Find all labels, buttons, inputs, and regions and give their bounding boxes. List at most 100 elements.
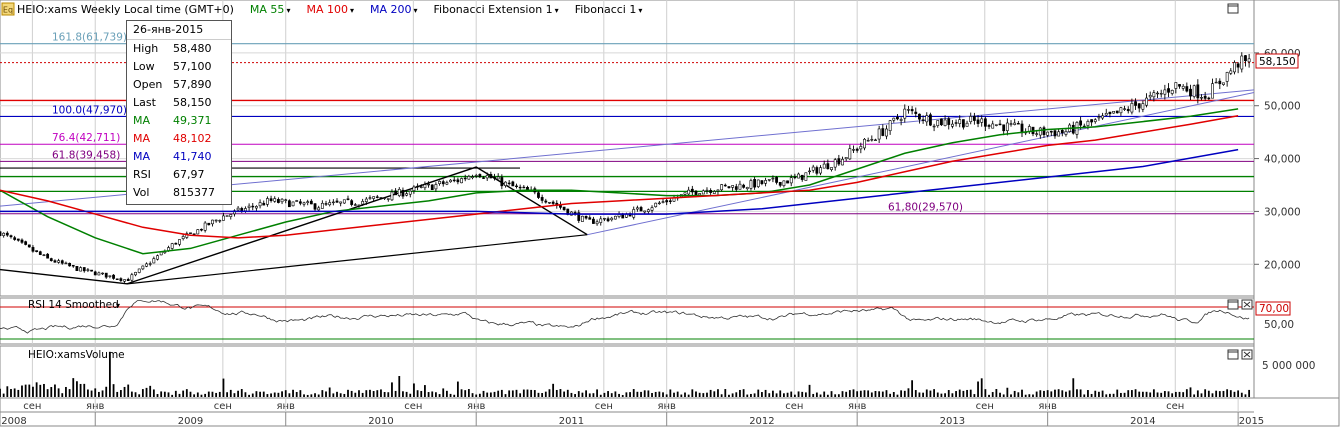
volume-bar — [61, 393, 64, 397]
price-candle — [456, 177, 460, 185]
price-candle — [562, 206, 566, 211]
price-candle — [976, 115, 980, 128]
header-indicator-dropdown-icon[interactable]: ▾ — [638, 6, 642, 15]
price-candle — [35, 250, 39, 253]
header-indicators[interactable]: HEIO:xams Weekly Local time (GMT+0) MA 55… — [17, 3, 642, 16]
price-candle — [874, 138, 877, 141]
volume-bar — [244, 392, 247, 397]
volume-bar — [775, 393, 778, 397]
price-candle — [599, 216, 603, 226]
volume-panel-maximize-button[interactable] — [1227, 349, 1239, 360]
volume-bar — [108, 351, 111, 397]
volume-bar — [1098, 391, 1100, 397]
header-indicator-2[interactable]: MA 200 — [370, 3, 412, 16]
price-candle — [782, 180, 786, 188]
header-indicator-0[interactable]: MA 55 — [250, 3, 285, 16]
volume-bar — [1090, 393, 1093, 397]
price-candle — [515, 183, 518, 189]
volume-bar — [1145, 391, 1148, 397]
price-candle — [588, 215, 592, 220]
price-candle — [592, 216, 595, 224]
header-indicator-dropdown-icon[interactable]: ▾ — [555, 6, 559, 15]
volume-bar — [119, 390, 122, 397]
price-candle — [9, 234, 13, 239]
price-candle — [27, 244, 31, 248]
header-indicator-dropdown-icon[interactable]: ▾ — [350, 6, 354, 15]
price-candle — [584, 215, 588, 220]
price-candle — [705, 187, 709, 194]
price-candle — [200, 228, 203, 232]
price-candle — [460, 177, 463, 184]
data-window: 26-янв-2015 High 58,480 Low 57,100 Open 57,89… — [126, 20, 232, 205]
volume-bar — [720, 394, 723, 397]
header-indicator-dropdown-icon[interactable]: ▾ — [414, 6, 418, 15]
volume-bar — [1002, 394, 1005, 397]
price-candle — [731, 185, 735, 191]
price-candle — [903, 104, 907, 123]
volume-bar — [739, 389, 741, 397]
volume-bar — [537, 392, 540, 397]
price-candle — [375, 194, 379, 199]
price-candle — [229, 213, 233, 220]
volume-bar — [647, 390, 650, 397]
volume-bar — [680, 394, 683, 397]
volume-bar — [618, 393, 620, 397]
rsi-title-dropdown-icon[interactable]: ▾ — [116, 301, 120, 310]
volume-bar — [94, 388, 97, 397]
volume-bar — [431, 391, 434, 397]
volume-bar — [1127, 390, 1130, 397]
rsi-panel-title[interactable]: RSI 14 Smoothed — [28, 299, 119, 311]
price-candle — [130, 272, 134, 282]
volume-bar — [746, 394, 749, 397]
volume-bar — [896, 394, 899, 397]
price-candle — [1134, 98, 1137, 110]
volume-bar — [632, 389, 635, 397]
price-candle — [496, 173, 500, 180]
price-candle — [1141, 100, 1145, 113]
rsi-panel-maximize-button[interactable] — [1227, 299, 1239, 310]
volume-panel-title[interactable]: HEIO:xamsVolume — [28, 349, 125, 361]
header-indicator-4[interactable]: Fibonacci 1 — [575, 3, 637, 16]
price-candle — [778, 181, 782, 188]
trend-line — [587, 92, 1255, 236]
main-panel-maximize-button[interactable] — [1227, 3, 1239, 14]
volume-bar — [83, 383, 86, 397]
price-candle — [328, 199, 332, 207]
symbol-menu-icon-glyph: Eq — [3, 6, 13, 15]
volume-bar — [453, 394, 456, 397]
moving-average-lines — [0, 108, 1239, 255]
data-window-row-4: MA 49,371 — [127, 112, 231, 130]
price-candle — [1159, 89, 1163, 98]
data-window-value: 57,890 — [173, 78, 212, 91]
volume-panel-close-button[interactable] — [1241, 349, 1253, 360]
volume-bar — [460, 389, 463, 397]
price-candle — [1218, 78, 1222, 90]
header-indicator-dropdown-icon[interactable]: ▾ — [286, 6, 290, 15]
symbol-menu-icon[interactable] — [1, 2, 15, 16]
volume-bar — [10, 389, 12, 397]
volume-bar — [1076, 389, 1078, 397]
volume-bar — [196, 392, 199, 397]
volume-bar — [1109, 393, 1111, 397]
volume-bar — [350, 390, 353, 397]
price-candle — [907, 105, 910, 114]
volume-bar — [577, 391, 580, 397]
header-indicator-3[interactable]: Fibonacci Extension 1 — [434, 3, 553, 16]
volume-bar — [134, 392, 137, 397]
volume-bar — [599, 394, 602, 397]
price-candle — [991, 120, 995, 129]
fibonacci-label: 61,80(29,570) — [888, 202, 963, 214]
price-candle — [1009, 120, 1013, 127]
volume-bar — [962, 390, 965, 397]
price-candle — [463, 174, 467, 182]
header-symbol[interactable]: HEIO:xams Weekly Local time (GMT+0) — [17, 3, 234, 16]
volume-bar — [1211, 393, 1214, 397]
volume-bar — [54, 384, 56, 397]
fibonacci-label: 161.8(61,739) — [52, 32, 127, 44]
volume-bar — [519, 393, 522, 397]
rsi-panel-close-button[interactable] — [1241, 299, 1253, 310]
price-candle — [342, 199, 346, 204]
volume-bar — [790, 391, 793, 397]
header-indicator-1[interactable]: MA 100 — [306, 3, 348, 16]
price-candle — [885, 125, 888, 140]
